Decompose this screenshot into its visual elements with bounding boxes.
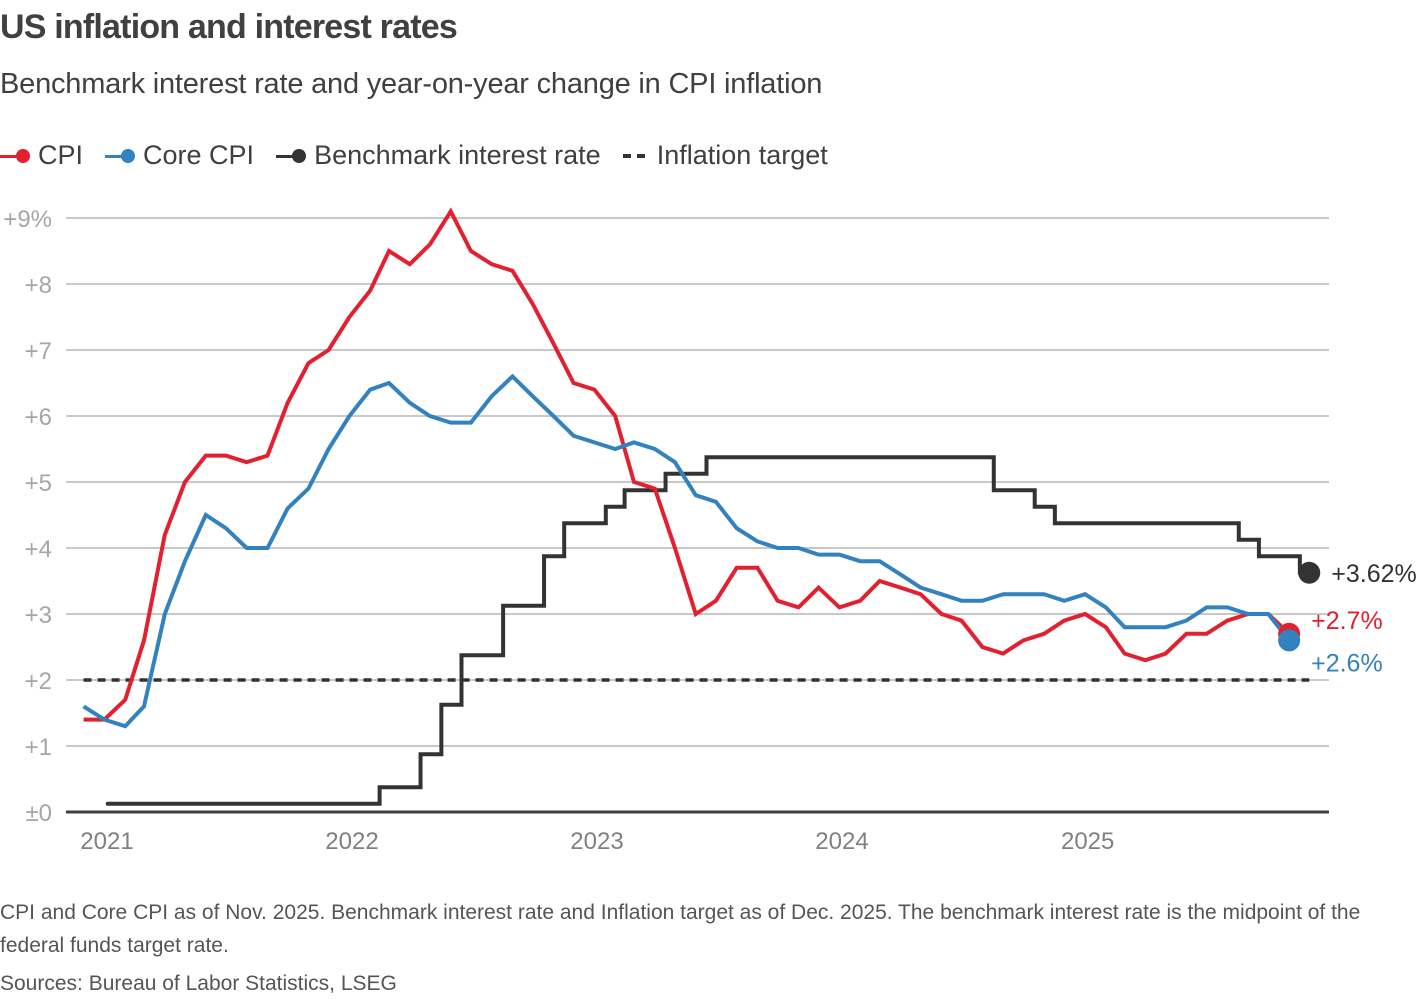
footnote: CPI and Core CPI as of Nov. 2025. Benchm… (0, 901, 1361, 957)
benchmark-rate-line (105, 455, 1312, 806)
legend-cpi-marker-icon (0, 148, 30, 163)
end-labels: +3.62% +2.7% +2.6% (1311, 560, 1417, 678)
legend-core-cpi-marker-icon (105, 148, 136, 163)
y-tick-label: +9% (3, 206, 52, 233)
sources: Sources: Bureau of Labor Statistics, LSE… (0, 972, 397, 995)
legend-item-core-cpi: Core CPI (105, 140, 254, 171)
x-tick-label: 2021 (80, 828, 133, 855)
legend-label: Benchmark interest rate (314, 140, 601, 170)
legend-item-benchmark-rate: Benchmark interest rate (276, 140, 601, 171)
core-cpi-end-label: +2.6% (1311, 649, 1383, 677)
line-chart: +9%+8+7+6+5+4+3+2+1±0 2021 2022 2023 2024 20… (3, 206, 1417, 855)
y-axis-ticks: +9% +8 +7 +6 +5 +4 +3 +2 +1 ±0 (3, 206, 52, 827)
y-tick-label: +2 (25, 668, 52, 695)
benchmark-rate-end-dot (1298, 561, 1321, 584)
x-tick-label: 2024 (815, 828, 868, 855)
y-tick-label: +4 (25, 536, 52, 563)
x-axis: 2021 2022 2023 2024 2025 (66, 810, 1329, 855)
legend-item-cpi: CPI (0, 140, 83, 171)
legend: CPI Core CPI Benchmark interest rate Inf… (0, 140, 850, 171)
x-tick-label: 2025 (1061, 828, 1114, 855)
legend-label: Inflation target (656, 140, 828, 170)
legend-label: CPI (38, 140, 84, 170)
x-tick-label: 2022 (325, 828, 378, 855)
legend-item-inflation-target: Inflation target (622, 140, 828, 171)
y-tick-label: +3 (25, 602, 52, 629)
gridlines (66, 217, 1329, 747)
benchmark-rate-end-label: +3.62% (1331, 560, 1417, 588)
y-tick-label: +5 (25, 470, 52, 497)
chart-subtitle: Benchmark interest rate and year-on-year… (0, 68, 823, 100)
y-tick-label: +6 (25, 404, 52, 431)
legend-dashed-line-icon (622, 153, 649, 158)
chart-title: US inflation and interest rates (0, 8, 458, 46)
legend-label: Core CPI (143, 140, 255, 170)
cpi-end-label: +2.7% (1311, 607, 1383, 635)
cpi-line (83, 207, 1291, 722)
legend-benchmark-marker-icon (276, 148, 307, 163)
core-cpi-end-dot (1278, 629, 1301, 652)
y-tick-label: +7 (25, 338, 52, 365)
y-tick-label: +1 (25, 734, 52, 761)
series-group (82, 207, 1321, 806)
y-tick-label: +8 (25, 272, 52, 299)
core-cpi-line (82, 373, 1291, 729)
y-tick-label: ±0 (25, 800, 52, 827)
x-tick-label: 2023 (570, 828, 623, 855)
